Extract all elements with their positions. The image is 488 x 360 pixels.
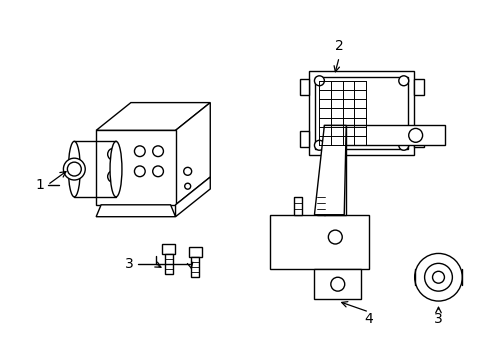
Polygon shape <box>175 177 210 217</box>
Bar <box>413 131 423 147</box>
Bar <box>164 255 172 274</box>
Bar <box>162 244 175 255</box>
Ellipse shape <box>68 141 80 197</box>
Text: 4: 4 <box>364 312 373 326</box>
Circle shape <box>314 76 324 86</box>
Circle shape <box>414 253 461 301</box>
Bar <box>299 131 309 147</box>
Circle shape <box>398 140 408 150</box>
Text: 3: 3 <box>433 312 442 326</box>
Circle shape <box>107 171 120 183</box>
Bar <box>293 197 301 215</box>
Circle shape <box>152 146 163 157</box>
Circle shape <box>432 271 444 283</box>
Bar <box>317 197 325 215</box>
Circle shape <box>330 277 344 291</box>
Circle shape <box>327 230 342 244</box>
Bar <box>346 125 445 145</box>
Bar <box>191 257 199 277</box>
Circle shape <box>134 146 145 157</box>
Bar <box>269 215 368 269</box>
Bar <box>189 247 202 257</box>
Circle shape <box>424 264 451 291</box>
Bar <box>315 77 407 149</box>
Text: 1: 1 <box>35 178 44 192</box>
Bar <box>324 125 346 215</box>
Bar <box>96 130 175 205</box>
Circle shape <box>134 166 145 177</box>
Circle shape <box>408 129 422 142</box>
Text: 2: 2 <box>334 39 343 53</box>
Circle shape <box>67 162 81 176</box>
Bar <box>299 79 309 95</box>
Polygon shape <box>96 103 210 130</box>
Circle shape <box>184 183 190 189</box>
Ellipse shape <box>110 141 122 197</box>
Bar <box>314 269 360 299</box>
Polygon shape <box>96 205 175 217</box>
Polygon shape <box>175 103 210 205</box>
Text: 3: 3 <box>124 257 133 271</box>
Circle shape <box>314 140 324 150</box>
Circle shape <box>183 167 191 175</box>
Circle shape <box>63 158 85 180</box>
Polygon shape <box>314 125 346 215</box>
Circle shape <box>398 76 408 86</box>
Circle shape <box>152 166 163 177</box>
Circle shape <box>107 148 120 160</box>
Bar <box>309 71 413 155</box>
Bar <box>413 79 423 95</box>
